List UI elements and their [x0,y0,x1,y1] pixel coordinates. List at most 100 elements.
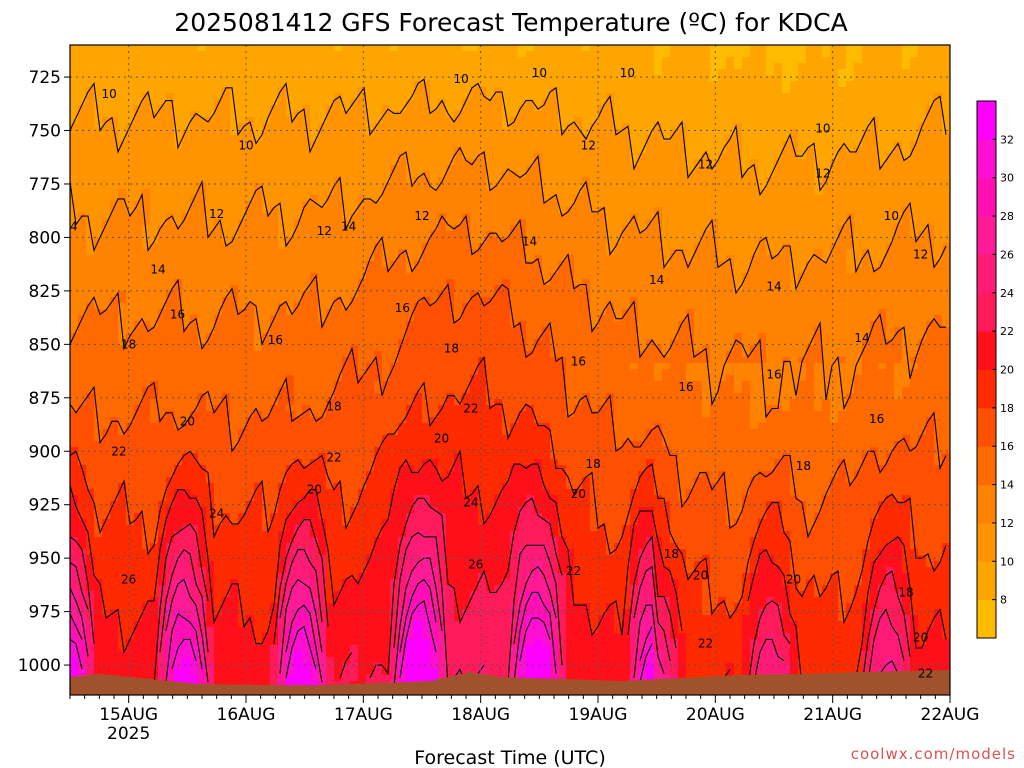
field-cell [366,321,375,328]
field-cell [78,159,87,166]
field-cell [78,537,87,544]
field-cell [158,579,167,586]
field-cell [390,405,399,412]
field-cell [382,561,391,568]
field-cell [350,231,359,238]
field-cell [222,153,231,160]
field-cell [390,591,399,598]
field-cell [166,303,175,310]
field-cell [422,345,431,352]
field-cell [294,639,303,646]
field-cell [398,519,407,526]
field-cell [238,681,247,688]
field-cell [286,645,295,652]
field-cell [134,555,143,562]
field-cell [126,651,135,658]
field-cell [390,159,399,166]
field-cell [414,411,423,418]
field-cell [190,369,199,376]
field-cell [286,297,295,304]
field-cell [326,303,335,310]
field-cell [406,105,415,112]
field-cell [238,171,247,178]
field-cell [278,111,287,118]
field-cell [118,519,127,526]
field-cell [366,219,375,226]
field-cell [262,63,271,70]
field-cell [318,609,327,616]
field-cell [342,249,351,256]
field-cell [326,357,335,364]
field-cell [390,435,399,442]
field-cell [310,681,319,688]
field-cell [102,213,111,220]
field-cell [302,477,311,484]
field-cell [206,327,215,334]
field-cell [86,63,95,70]
field-cell [174,579,183,586]
field-cell [318,645,327,652]
field-cell [110,441,119,448]
field-cell [366,537,375,544]
field-cell [214,627,223,634]
field-cell [246,273,255,280]
field-cell [150,147,159,154]
field-cell [238,339,247,346]
field-cell [358,609,367,616]
field-cell [430,195,439,202]
field-cell [270,153,279,160]
field-cell [222,651,231,658]
field-cell [102,99,111,106]
field-cell [222,249,231,256]
field-cell [358,657,367,664]
field-cell [334,189,343,196]
field-cell [206,123,215,130]
field-cell [142,633,151,640]
field-cell [374,441,383,448]
field-cell [190,669,199,676]
field-cell [238,513,247,520]
field-cell [318,183,327,190]
field-cell [166,93,175,100]
field-cell [238,447,247,454]
field-cell [406,345,415,352]
field-cell [94,471,103,478]
field-cell [278,105,287,112]
field-cell [166,147,175,154]
field-cell [430,339,439,346]
field-cell [382,615,391,622]
field-cell [262,621,271,628]
field-cell [110,597,119,604]
field-cell [238,333,247,340]
field-cell [310,123,319,130]
field-cell [254,327,263,334]
field-cell [206,315,215,322]
field-cell [310,525,319,532]
field-cell [422,177,431,184]
field-cell [358,669,367,676]
field-cell [270,411,279,418]
field-cell [198,489,207,496]
field-cell [110,159,119,166]
field-cell [302,387,311,394]
field-cell [174,651,183,658]
field-cell [422,435,431,442]
field-cell [262,111,271,118]
field-cell [182,543,191,550]
field-cell [382,123,391,130]
field-cell [286,123,295,130]
field-cell [350,501,359,508]
field-cell [326,219,335,226]
field-cell [278,321,287,328]
field-cell [86,627,95,634]
field-cell [222,567,231,574]
field-cell [350,117,359,124]
field-cell [294,165,303,172]
field-cell [230,51,239,58]
field-cell [326,99,335,106]
field-cell [406,477,415,484]
field-cell [334,417,343,424]
field-cell [374,555,383,562]
field-cell [374,261,383,268]
field-cell [142,459,151,466]
